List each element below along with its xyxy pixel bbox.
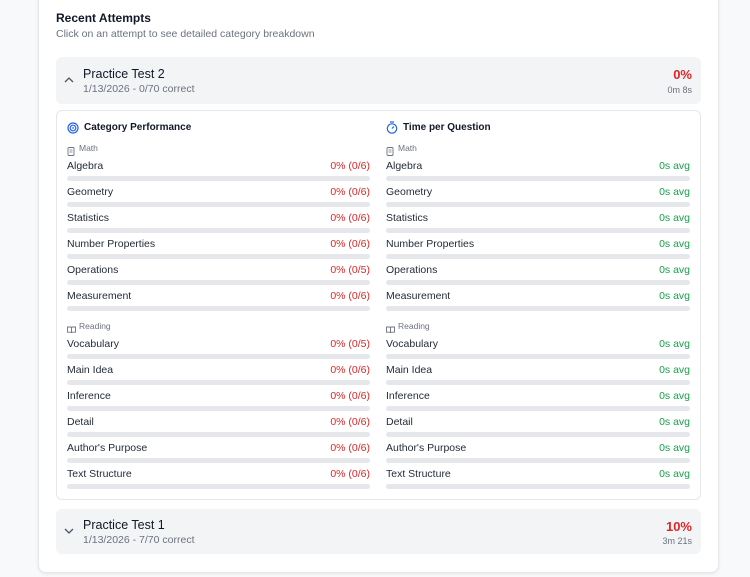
category-value: 0% (0/6) [330,416,370,428]
attempt-name: Practice Test 2 [83,67,165,81]
category-label: Operations [386,264,438,276]
attempt-score: 0% [673,67,692,82]
category-value: 0% (0/6) [330,468,370,480]
category-value: 0% (0/6) [330,160,370,172]
category-value: 0s avg [659,264,690,276]
progress-bar [67,406,370,411]
category-value: 0s avg [659,442,690,454]
category-label: Algebra [67,160,104,172]
panel-title: Time per Question [403,122,491,133]
category-label: Text Structure [67,468,132,480]
category-label: Measurement [67,290,132,302]
panel-title: Category Performance [84,122,192,133]
category-label: Inference [386,390,430,402]
progress-bar [386,484,690,489]
category-label: Main Idea [67,364,114,376]
progress-bar [386,228,690,233]
progress-bar [386,202,690,207]
attempt-header[interactable] [56,57,701,104]
category-label: Author's Purpose [67,442,148,454]
group-icon [386,322,395,338]
group-label: Reading [398,321,430,331]
category-label: Vocabulary [386,338,438,350]
chevron-up [64,77,74,83]
category-label: Detail [386,416,413,428]
progress-bar [67,432,370,437]
category-value: 0s avg [659,390,690,402]
category-label: Vocabulary [67,338,119,350]
category-value: 0% (0/6) [330,390,370,402]
category-label: Number Properties [386,238,475,250]
category-value: 0% (0/6) [330,442,370,454]
category-value: 0s avg [659,160,690,172]
progress-bar [67,228,370,233]
attempt-header[interactable] [56,509,701,554]
category-value: 0s avg [659,416,690,428]
progress-bar [67,280,370,285]
progress-bar [67,484,370,489]
attempt-name: Practice Test 1 [83,518,165,532]
category-value: 0% (0/6) [330,212,370,224]
category-value: 0s avg [659,468,690,480]
progress-bar [67,380,370,385]
category-value: 0s avg [659,364,690,376]
category-value: 0% (0/5) [330,338,370,350]
progress-bar [386,306,690,311]
category-label: Geometry [386,186,433,198]
progress-bar [67,354,370,359]
progress-bar [386,380,690,385]
category-label: Geometry [67,186,114,198]
category-value: 0s avg [659,290,690,302]
category-value: 0% (0/6) [330,364,370,376]
group-label: Reading [79,321,111,331]
category-label: Number Properties [67,238,156,250]
group-icon [67,322,76,338]
progress-bar [67,202,370,207]
attempt-summary: 1/13/2026 - 0/70 correct [83,83,195,95]
attempt-time: 0m 8s [667,85,692,95]
category-value: 0s avg [659,238,690,250]
progress-bar [67,176,370,181]
progress-bar [386,432,690,437]
group-label: Math [79,143,98,153]
stopwatch-icon [386,121,398,134]
category-value: 0% (0/6) [330,238,370,250]
category-value: 0% (0/5) [330,264,370,276]
group-icon [386,144,394,160]
chevron-down [64,528,74,534]
category-label: Author's Purpose [386,442,467,454]
category-label: Statistics [67,212,110,224]
progress-bar [386,354,690,359]
section-title: Recent Attempts [56,11,151,25]
category-label: Measurement [386,290,451,302]
attempt-summary: 1/13/2026 - 7/70 correct [83,534,195,546]
category-label: Text Structure [386,468,451,480]
category-value: 0% (0/6) [330,186,370,198]
progress-bar [386,176,690,181]
category-value: 0% (0/6) [330,290,370,302]
attempt-time: 3m 21s [662,536,692,546]
category-value: 0s avg [659,338,690,350]
attempt-score: 10% [665,519,692,534]
category-label: Inference [67,390,111,402]
category-value: 0s avg [659,212,690,224]
progress-bar [386,458,690,463]
group-label: Math [398,143,417,153]
progress-bar [67,458,370,463]
progress-bar [67,306,370,311]
progress-bar [386,254,690,259]
progress-bar [386,280,690,285]
category-label: Operations [67,264,119,276]
category-label: Algebra [386,160,423,172]
target-icon [67,122,79,134]
category-label: Statistics [386,212,429,224]
category-label: Main Idea [386,364,433,376]
section-subtitle: Click on an attempt to see detailed cate… [56,28,315,40]
group-icon [67,144,75,160]
category-label: Detail [67,416,94,428]
progress-bar [386,406,690,411]
progress-bar [67,254,370,259]
category-value: 0s avg [659,186,690,198]
